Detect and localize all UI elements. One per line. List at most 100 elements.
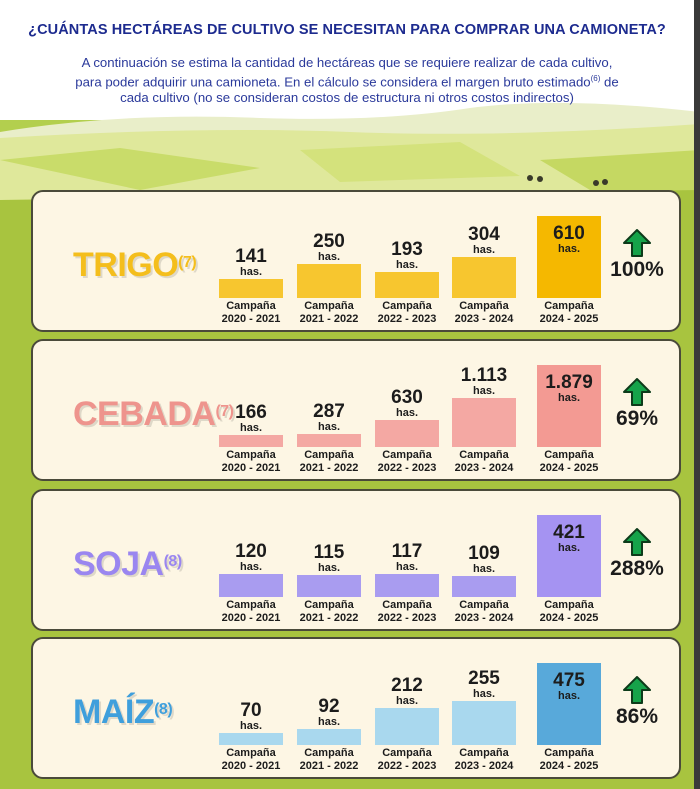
data-label-value: 630	[391, 386, 423, 408]
data-label-value: 421	[553, 522, 585, 543]
data-label-unit: has.	[472, 385, 495, 398]
bar-soja-3	[452, 575, 516, 597]
bar-maíz-1	[297, 729, 361, 745]
bar-maíz-0	[219, 732, 283, 745]
x-tick-label: Campaña 2022 - 2023	[377, 599, 437, 624]
x-tick-label: Campaña 2020 - 2021	[221, 300, 281, 325]
x-tick-label: Campaña 2024 - 2025	[539, 449, 599, 474]
x-tick-label: Campaña 2023 - 2024	[454, 449, 514, 474]
data-label-value: 255	[468, 667, 500, 689]
x-tick-label: Campaña 2021 - 2022	[299, 300, 359, 325]
crop-card-3: MAÍZ(8) 70 has. Campaña 2020 - 2021 92 has. Cam…	[31, 637, 681, 779]
up-arrow-icon	[623, 378, 651, 406]
data-label-unit: has.	[317, 251, 340, 264]
data-label-unit: has.	[317, 421, 340, 434]
bar-cebada-2	[375, 419, 439, 447]
data-label-value: 475	[553, 670, 585, 691]
intro-line-1: A continuación se estima la cantidad de …	[81, 55, 613, 70]
data-label-unit: has.	[557, 243, 580, 255]
x-tick-label: Campaña 2020 - 2021	[221, 747, 281, 772]
crop-name: CEBADA(7)	[73, 395, 234, 433]
bar-soja-0	[219, 573, 283, 597]
bar-maíz-2	[375, 708, 439, 745]
x-tick-label: Campaña 2023 - 2024	[454, 300, 514, 325]
crop-card-0: TRIGO(7) 141 has. Campaña 2020 - 2021 250 has.…	[31, 190, 681, 332]
data-label-unit: has.	[239, 266, 262, 279]
data-label-value: 109	[468, 542, 500, 564]
x-tick-label: Campaña 2020 - 2021	[221, 449, 281, 474]
data-label-value: 166	[235, 402, 267, 423]
data-label-unit: has.	[317, 716, 340, 729]
intro-line-3: cada cultivo (no se consideran costos de…	[120, 90, 574, 106]
data-label-unit: has.	[395, 259, 418, 272]
bar-maíz-3	[452, 700, 516, 745]
crop-name: SOJA(8)	[73, 545, 182, 583]
bar-soja-2	[375, 574, 439, 597]
data-label-value: 287	[313, 401, 345, 423]
data-label-value: 141	[235, 246, 267, 268]
data-label-unit: has.	[395, 561, 418, 574]
intro-line-2: para poder adquirir una camioneta. En el…	[75, 74, 619, 90]
bar-soja-4	[537, 515, 601, 597]
data-label-unit: has.	[239, 422, 262, 434]
data-label-unit: has.	[472, 562, 495, 575]
right-edge-strip	[694, 0, 700, 789]
data-label-value: 193	[391, 239, 423, 261]
bar-trigo-2	[375, 272, 439, 298]
x-tick-label: Campaña 2021 - 2022	[299, 747, 359, 772]
crop-name: TRIGO(7)	[73, 246, 197, 284]
data-label-value: 115	[313, 541, 345, 563]
bar-trigo-1	[297, 264, 361, 298]
x-tick-label: Campaña 2021 - 2022	[299, 599, 359, 624]
bar-trigo-4	[537, 216, 601, 298]
crop-card-2: SOJA(8) 120 has. Campaña 2020 - 2021 115 has. C…	[31, 489, 681, 631]
data-label-value: 610	[553, 223, 585, 244]
x-tick-label: Campaña 2024 - 2025	[539, 747, 599, 772]
data-label-unit: has.	[472, 687, 495, 700]
bar-maíz-4	[537, 663, 601, 745]
change-percent: 69%	[615, 407, 659, 430]
data-label-unit: has.	[239, 719, 262, 732]
up-arrow-icon	[623, 229, 651, 257]
up-arrow-icon	[623, 676, 651, 704]
bar-cebada-4	[537, 365, 601, 447]
data-label-unit: has.	[239, 560, 262, 573]
x-tick-label: Campaña 2023 - 2024	[454, 599, 514, 624]
data-label-value: 117	[391, 541, 423, 563]
data-label-unit: has.	[557, 690, 580, 702]
bar-cebada-1	[297, 434, 361, 447]
change-percent: 100%	[610, 258, 664, 281]
crop-name: MAÍZ(8)	[73, 693, 173, 731]
x-tick-label: Campaña 2024 - 2025	[539, 599, 599, 624]
x-tick-label: Campaña 2020 - 2021	[221, 599, 281, 624]
x-tick-label: Campaña 2022 - 2023	[377, 747, 437, 772]
data-label-value: 70	[240, 699, 262, 721]
data-label-unit: has.	[557, 542, 580, 554]
x-tick-label: Campaña 2021 - 2022	[299, 449, 359, 474]
bar-trigo-3	[452, 257, 516, 298]
bar-soja-1	[297, 574, 361, 597]
data-label-value: 120	[235, 540, 267, 562]
data-label-value: 92	[318, 696, 340, 718]
crop-card-1: CEBADA(7) 166 has. Campaña 2020 - 2021 287 has…	[31, 339, 681, 481]
bar-cebada-0	[219, 435, 283, 447]
data-label-value: 1.879	[545, 372, 593, 393]
data-label-unit: has.	[395, 695, 418, 708]
bar-cebada-3	[452, 398, 516, 447]
change-percent: 288%	[610, 557, 664, 580]
page-title: ¿CUÁNTAS HECTÁREAS DE CULTIVO SE NECESIT…	[28, 22, 666, 38]
x-tick-label: Campaña 2022 - 2023	[377, 449, 437, 474]
data-label-unit: has.	[557, 392, 580, 404]
x-tick-label: Campaña 2024 - 2025	[539, 300, 599, 325]
data-label-value: 212	[391, 675, 423, 697]
data-label-unit: has.	[317, 561, 340, 574]
data-label-value: 250	[313, 231, 345, 253]
data-label-unit: has.	[472, 244, 495, 257]
data-label-value: 1.113	[460, 365, 508, 387]
x-tick-label: Campaña 2022 - 2023	[377, 300, 437, 325]
change-percent: 86%	[615, 705, 659, 728]
bar-trigo-0	[219, 279, 283, 298]
data-label-value: 304	[468, 224, 500, 246]
up-arrow-icon	[623, 528, 651, 556]
intro-text: A continuación se estima la cantidad de …	[40, 55, 654, 106]
